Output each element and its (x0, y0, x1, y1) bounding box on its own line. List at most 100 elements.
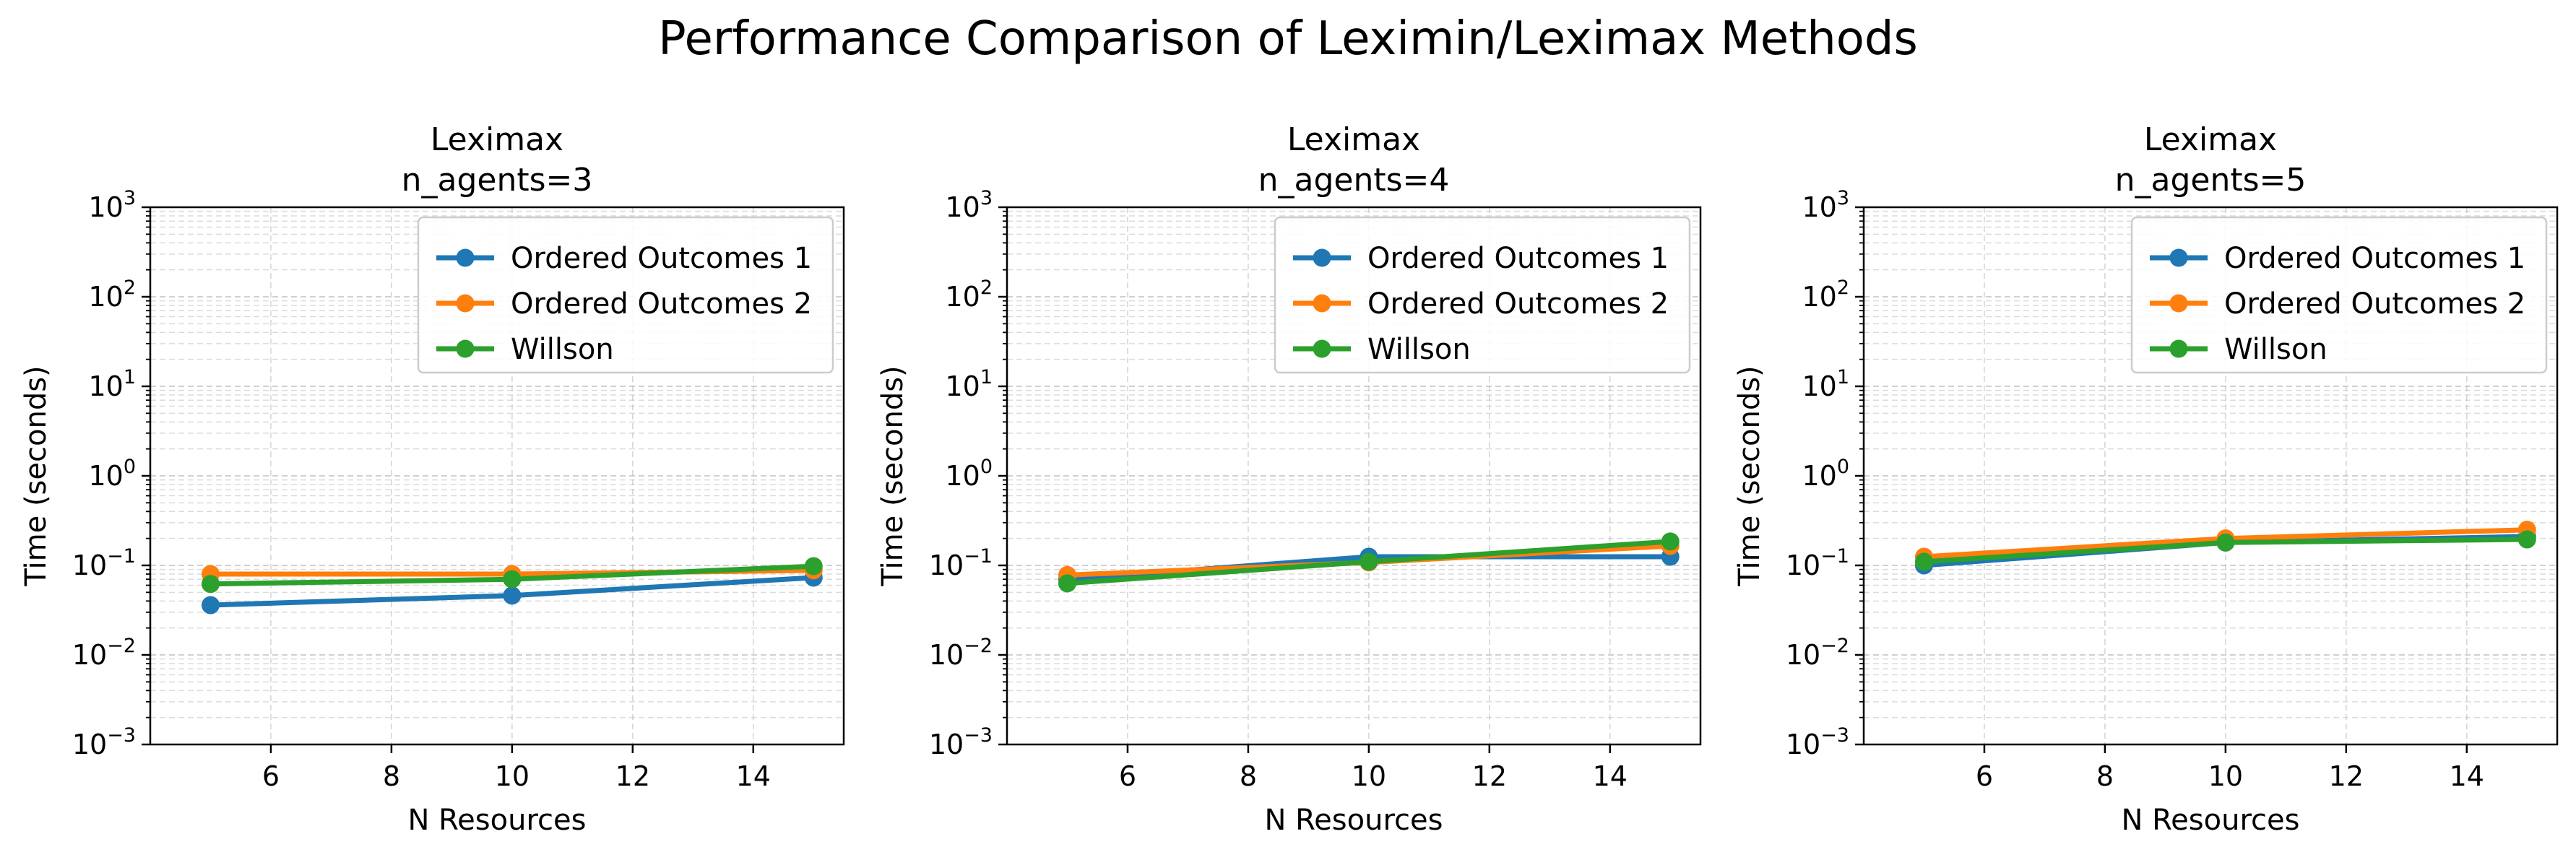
legend-entry-3: Willson (2150, 333, 2328, 366)
y-ticks: 10−3 10−2 10−1 100 101 102 103 (1786, 187, 1864, 760)
legend-label: Ordered Outcomes 1 (511, 242, 812, 275)
legend-entry-1: Ordered Outcomes 1 (1293, 242, 1669, 275)
y-tick-label: 100 (1802, 456, 1849, 492)
subplot-title-line: n_agents=5 (2115, 162, 2307, 199)
x-tick-label: 10 (2208, 760, 2243, 792)
data-point (1058, 574, 1076, 593)
legend: Ordered Outcomes 1 Ordered Outcomes 2 Will… (2130, 216, 2548, 374)
y-tick-label: 102 (1802, 277, 1849, 313)
y-tick-label: 103 (945, 187, 993, 223)
data-point (2517, 530, 2536, 549)
y-tick-label: 10−1 (929, 545, 993, 581)
y-tick-label: 101 (1802, 366, 1849, 402)
legend-label: Willson (511, 333, 614, 366)
x-tick-label: 12 (1472, 760, 1507, 792)
x-axis-label: N Resources (2122, 804, 2300, 837)
x-tick-label: 6 (1119, 760, 1136, 792)
legend-label: Willson (2224, 333, 2328, 366)
y-tick-label: 10−2 (1786, 635, 1849, 671)
y-tick-label: 10−3 (929, 724, 993, 760)
series-3 (1914, 530, 2536, 571)
y-axis-label: Time (seconds) (20, 365, 53, 586)
legend-label: Ordered Outcomes 1 (2224, 242, 2525, 275)
legend-label: Ordered Outcomes 2 (1367, 287, 1669, 321)
x-tick-label: 8 (2096, 760, 2114, 792)
legend-swatch-marker (1313, 339, 1331, 358)
subplot-2: 6 8 10 12 14 10−3 10−2 10−1 100 101 102 103 N Resour… (876, 121, 1702, 837)
x-tick-label: 10 (1352, 760, 1386, 792)
y-ticks: 10−3 10−2 10−1 100 101 102 103 (929, 187, 1007, 760)
y-tick-label: 102 (88, 277, 136, 313)
legend-entry-2: Ordered Outcomes 2 (436, 287, 812, 321)
y-ticks: 10−3 10−2 10−1 100 101 102 103 (72, 187, 150, 760)
data-point (1360, 552, 1378, 571)
y-tick-label: 10−1 (72, 545, 136, 581)
legend-entry-3: Willson (436, 333, 614, 366)
subplots: 6 8 10 12 14 10−3 10−2 10−1 100 101 102 103 N Resour… (20, 121, 2559, 837)
x-tick-label: 14 (2450, 760, 2484, 792)
y-tick-label: 10−3 (1786, 724, 1849, 760)
data-point (503, 586, 522, 605)
x-tick-label: 8 (1240, 760, 1257, 792)
legend-swatch-marker (456, 294, 475, 313)
x-tick-label: 14 (1593, 760, 1628, 792)
figure-title: Performance Comparison of Leximin/Lexima… (658, 12, 1918, 66)
subplot-title-line: Leximax (1287, 121, 1420, 158)
subplot-3: 6 8 10 12 14 10−3 10−2 10−1 100 101 102 103 N Resour… (1733, 121, 2559, 837)
legend-swatch-marker (2169, 248, 2188, 267)
subplot-title-line: Leximax (2144, 121, 2277, 158)
data-point (2216, 533, 2235, 552)
data-point (1914, 552, 1933, 571)
legend-label: Willson (1367, 333, 1471, 366)
legend-entry-1: Ordered Outcomes 1 (436, 242, 812, 275)
x-tick-label: 14 (736, 760, 771, 792)
legend: Ordered Outcomes 1 Ordered Outcomes 2 Will… (1274, 216, 1691, 374)
data-point (201, 575, 220, 594)
subplot-1: 6 8 10 12 14 10−3 10−2 10−1 100 101 102 103 N Resour… (20, 121, 845, 837)
legend-swatch-marker (2169, 294, 2188, 313)
x-tick-label: 6 (1976, 760, 1993, 792)
y-tick-label: 10−3 (72, 724, 136, 760)
y-tick-label: 10−2 (72, 635, 136, 671)
y-tick-label: 10−2 (929, 635, 993, 671)
legend-label: Ordered Outcomes 1 (1367, 242, 1669, 275)
y-tick-label: 103 (1802, 187, 1849, 223)
legend-swatch-marker (456, 248, 475, 267)
legend-swatch-marker (1313, 248, 1331, 267)
data-point (201, 596, 220, 614)
x-tick-label: 10 (495, 760, 530, 792)
x-tick-label: 12 (615, 760, 650, 792)
legend-swatch-marker (1313, 294, 1331, 313)
y-axis-label: Time (seconds) (876, 365, 909, 586)
x-axis-label: N Resources (408, 804, 587, 837)
y-tick-label: 101 (945, 366, 993, 402)
x-ticks: 6 8 10 12 14 (1119, 744, 1628, 792)
series-3 (1058, 532, 1680, 593)
legend-frame (417, 216, 834, 374)
legend-frame (1274, 216, 1691, 374)
data-point (1661, 532, 1680, 551)
legend-entry-3: Willson (1293, 333, 1471, 366)
series-3 (201, 557, 823, 594)
x-ticks: 6 8 10 12 14 (1976, 744, 2484, 792)
data-point (503, 570, 522, 588)
y-tick-label: 100 (88, 456, 136, 492)
x-axis-label: N Resources (1265, 804, 1443, 837)
y-axis-label: Time (seconds) (1733, 365, 1766, 586)
legend-entry-2: Ordered Outcomes 2 (2150, 287, 2525, 321)
x-tick-label: 8 (383, 760, 400, 792)
legend-label: Ordered Outcomes 2 (2224, 287, 2525, 321)
y-tick-label: 10−1 (1786, 545, 1849, 581)
x-tick-label: 12 (2329, 760, 2364, 792)
legend: Ordered Outcomes 1 Ordered Outcomes 2 Will… (417, 216, 834, 374)
data-point (804, 557, 823, 575)
x-ticks: 6 8 10 12 14 (262, 744, 771, 792)
legend-entry-2: Ordered Outcomes 2 (1293, 287, 1669, 321)
legend-entry-1: Ordered Outcomes 1 (2150, 242, 2525, 275)
legend-swatch-marker (456, 339, 475, 358)
legend-swatch-marker (2169, 339, 2188, 358)
y-tick-label: 101 (88, 366, 136, 402)
subplot-title-line: Leximax (431, 121, 563, 158)
